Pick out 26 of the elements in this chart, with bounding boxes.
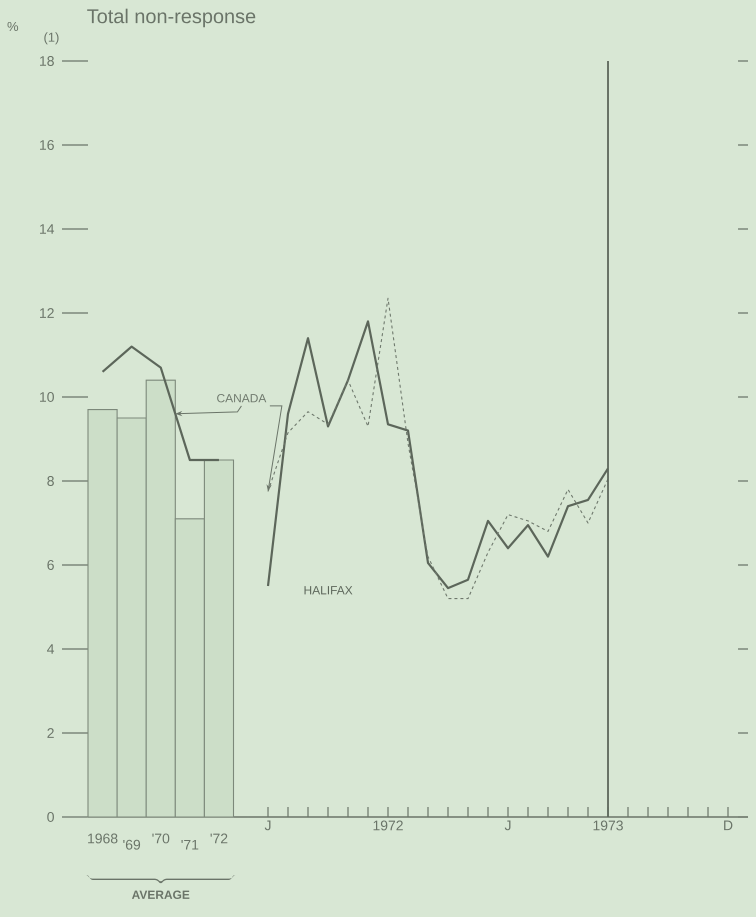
text: HALIFAX (304, 586, 352, 594)
y-tick-label: 10 (40, 392, 54, 402)
y-tick-label: 4 (47, 644, 54, 654)
x-tick-label: 1973 (594, 820, 623, 830)
y-tick-label: 14 (40, 224, 54, 234)
y-tick-label: 16 (40, 140, 54, 150)
y-tick-label: 6 (47, 560, 54, 570)
text: AVERAGE (132, 890, 190, 899)
x-tick-label: 1972 (374, 820, 403, 830)
text: CANADA (217, 394, 266, 402)
x-tick-label: 1968 (88, 834, 118, 844)
x-tick-label: '72 (210, 834, 228, 844)
y-axis-title: % (8, 22, 18, 32)
x-tick-label: J (264, 820, 270, 830)
chart-title: Total non-response (87, 8, 256, 28)
text: (1) (44, 32, 59, 44)
y-tick-label: 8 (47, 476, 54, 486)
x-tick-label: '71 (181, 840, 198, 850)
y-tick-label: 12 (40, 308, 54, 318)
y-tick-label: 18 (40, 56, 54, 66)
y-tick-label: 2 (47, 728, 54, 738)
x-tick-label: '69 (123, 840, 140, 850)
x-tick-label: '70 (152, 834, 170, 844)
y-tick-label: 0 (47, 812, 54, 822)
x-tick-label: D (724, 820, 732, 830)
x-tick-label: J (504, 820, 510, 830)
